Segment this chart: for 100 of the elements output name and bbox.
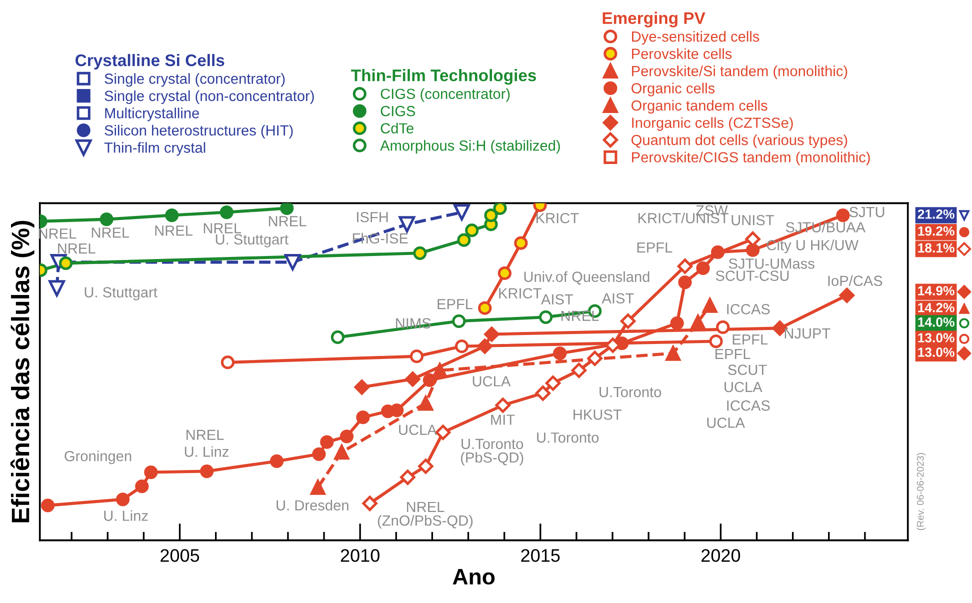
point bbox=[452, 314, 466, 328]
point bbox=[398, 216, 416, 233]
legend-label: Silicon heterostructures (HIT) bbox=[104, 124, 293, 138]
text: Thin-Film Technologies bbox=[351, 69, 536, 85]
point bbox=[690, 314, 706, 330]
point bbox=[362, 496, 378, 512]
annotation: U. Dresden bbox=[276, 500, 348, 510]
annotation: SJTU-UMass bbox=[728, 258, 814, 269]
text: 21.2% bbox=[918, 209, 954, 219]
annotation: UCLA bbox=[707, 418, 745, 428]
point bbox=[280, 203, 294, 216]
point bbox=[702, 298, 718, 313]
text: Emerging PV bbox=[602, 12, 706, 28]
legend-label: Perovskite cells bbox=[632, 48, 732, 59]
point bbox=[839, 288, 855, 303]
annotation: U.Toronto bbox=[537, 432, 599, 443]
text: 14.2% bbox=[918, 302, 954, 312]
point bbox=[334, 444, 350, 460]
point bbox=[390, 403, 404, 418]
point bbox=[405, 371, 420, 387]
point bbox=[457, 233, 471, 247]
annotation: EPFL bbox=[438, 299, 473, 310]
point bbox=[493, 203, 507, 216]
point bbox=[484, 208, 498, 222]
point bbox=[454, 204, 470, 220]
point bbox=[677, 258, 693, 274]
point bbox=[40, 498, 55, 512]
point bbox=[678, 275, 692, 290]
point bbox=[100, 212, 114, 226]
annotation: U.Toronto (PbS-QD) bbox=[460, 438, 524, 466]
annotation: City U HK/UW bbox=[766, 240, 858, 254]
text: 19.2% bbox=[918, 226, 954, 236]
x-tick-label: 2010 bbox=[340, 549, 380, 562]
y-axis-title: Eficiência das células (%) bbox=[10, 220, 34, 522]
annotation: ICCAS bbox=[727, 304, 770, 314]
text: Crystalline Si Cells bbox=[76, 54, 224, 70]
annotation: SJTU bbox=[849, 206, 884, 218]
point bbox=[165, 208, 179, 222]
annotation: SCUT-CSU bbox=[716, 270, 789, 281]
x-tick-label: 2005 bbox=[160, 549, 200, 562]
point bbox=[59, 256, 73, 270]
point bbox=[418, 458, 434, 474]
point bbox=[666, 346, 681, 361]
annotation: NJUPT bbox=[784, 328, 830, 339]
point bbox=[571, 362, 587, 378]
point bbox=[330, 330, 345, 344]
annotation: Groningen bbox=[64, 450, 132, 464]
legend-label: Dye-sensitized cells bbox=[632, 31, 760, 45]
legend-label: CIGS (concentrator) bbox=[380, 88, 510, 102]
annotation: NREL bbox=[58, 243, 96, 254]
point bbox=[696, 261, 710, 276]
annotation: NREL bbox=[186, 430, 224, 440]
point bbox=[135, 480, 149, 494]
annotation: SCUT bbox=[728, 364, 767, 375]
annotation: HKUST bbox=[574, 409, 622, 420]
point bbox=[116, 492, 130, 506]
point bbox=[320, 435, 334, 449]
x-axis-title: Ano bbox=[452, 569, 495, 585]
legend-label: Perovskite/CIGS tandem (monolithic) bbox=[632, 152, 870, 166]
point bbox=[432, 362, 448, 378]
point bbox=[356, 410, 370, 424]
legend-label: Quantum dot cells (various types) bbox=[632, 134, 848, 148]
legend-label: Organic tandem cells bbox=[632, 100, 768, 114]
point bbox=[709, 334, 723, 348]
point bbox=[200, 464, 214, 478]
point bbox=[670, 316, 684, 330]
text: 14.9% bbox=[918, 286, 954, 296]
point bbox=[144, 465, 158, 480]
annotation: ICCAS bbox=[727, 400, 770, 411]
point bbox=[400, 470, 416, 485]
point bbox=[836, 208, 850, 222]
point bbox=[284, 254, 301, 270]
x-tick-label: 2020 bbox=[702, 549, 740, 562]
annotation: U. Linz bbox=[104, 510, 148, 521]
point bbox=[48, 280, 65, 297]
annotation: NREL (ZnO/PbS-QD) bbox=[378, 502, 473, 529]
legend-label: Inorganic cells (CZTSSe) bbox=[632, 117, 793, 131]
legend-label: CIGS bbox=[380, 106, 416, 116]
annotation: IoP/CAS bbox=[828, 275, 882, 286]
point bbox=[478, 301, 492, 315]
annotation: U.Toronto bbox=[600, 387, 662, 398]
legend-label: Multicrystalline bbox=[105, 108, 199, 122]
point bbox=[435, 424, 451, 440]
annotation: NREL bbox=[155, 226, 192, 236]
legend-label: Single crystal (non-concentrator) bbox=[104, 90, 314, 104]
annotation: U. Stuttgart bbox=[84, 287, 158, 300]
point bbox=[312, 447, 326, 461]
legend-label: Organic cells bbox=[632, 82, 715, 96]
annotation: ISFH bbox=[357, 212, 388, 222]
point bbox=[620, 314, 636, 329]
point bbox=[495, 398, 511, 413]
annotation: UCLA bbox=[399, 424, 437, 435]
annotation: KRICT bbox=[536, 212, 579, 224]
annotation: EPFL bbox=[732, 334, 768, 345]
annotation: AIST bbox=[541, 294, 574, 305]
point bbox=[310, 480, 326, 495]
legend-label: Amorphous Si:H (stabilized) bbox=[380, 140, 560, 154]
annotation: NREL bbox=[268, 216, 306, 226]
annotation: UCLA bbox=[724, 382, 762, 392]
point bbox=[545, 376, 561, 391]
